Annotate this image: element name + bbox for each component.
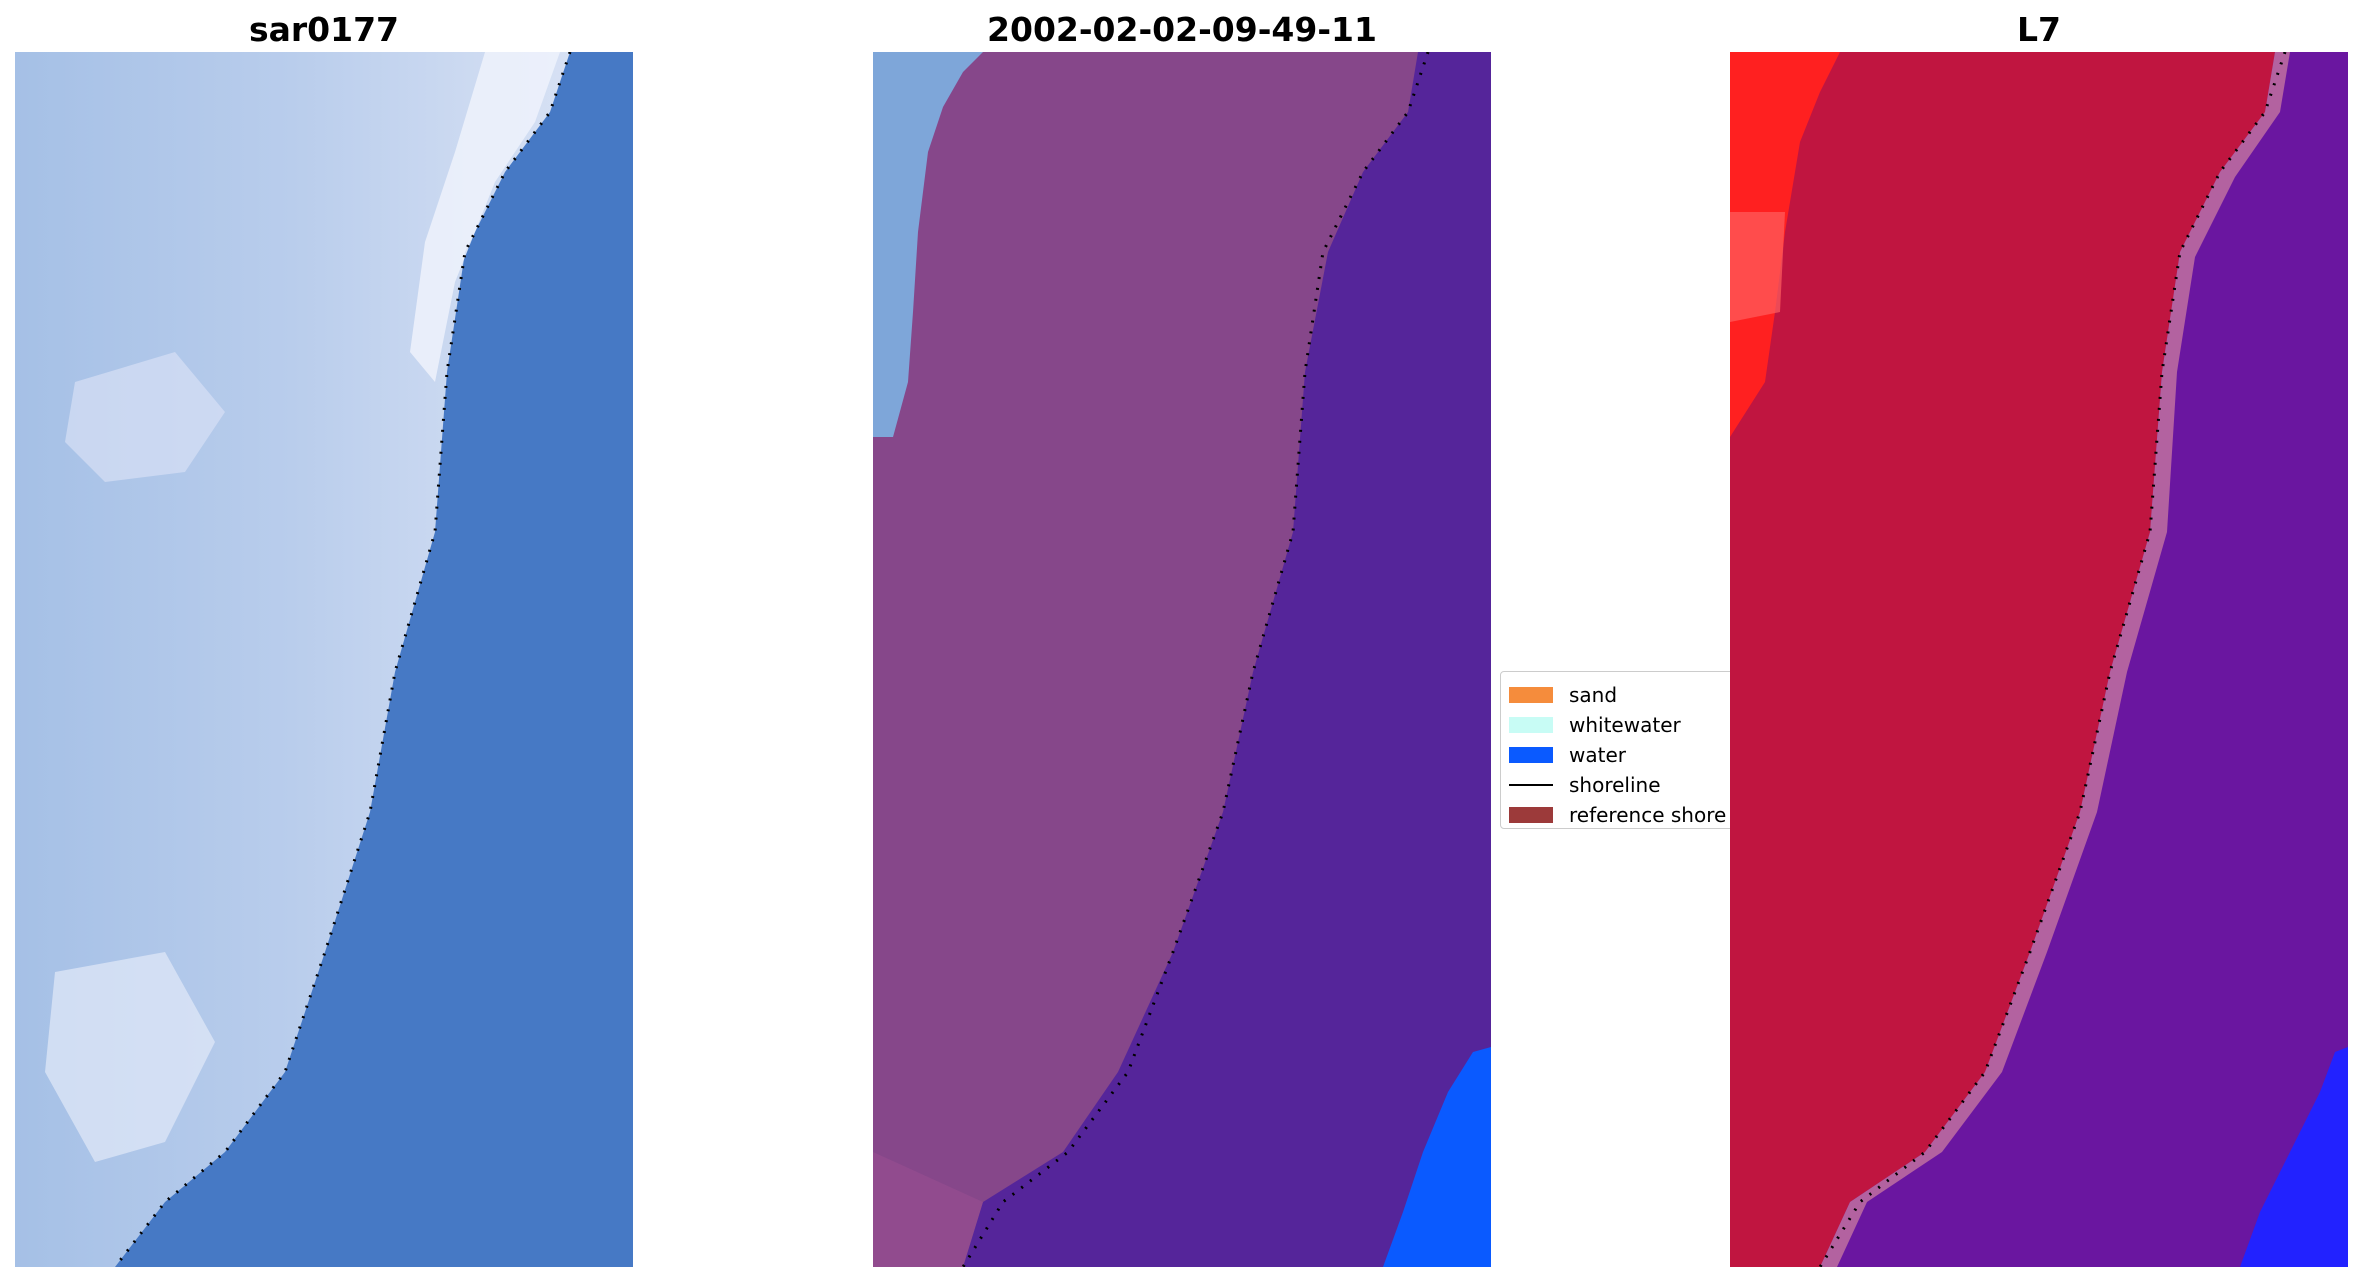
water-corner	[2240, 1047, 2348, 1267]
legend-label: sand	[1569, 683, 1618, 707]
legend-item-whitewater: whitewater	[1509, 710, 1739, 740]
legend-item-reference-shore: reference shore	[1509, 800, 1739, 830]
classified-image	[873, 52, 1491, 1267]
panel-title-rgb: sar0177	[248, 10, 400, 49]
bright-patch	[65, 352, 225, 482]
whitewater-class	[873, 52, 983, 437]
rgb-panel: sar0177	[15, 0, 633, 1283]
legend-label: water	[1569, 743, 1626, 767]
legend-swatch-shoreline	[1509, 784, 1553, 786]
legend-label: whitewater	[1569, 713, 1681, 737]
land-class	[873, 52, 1418, 1267]
legend-item-water: water	[1509, 740, 1739, 770]
legend-swatch-sand	[1509, 687, 1553, 703]
bright-area	[1730, 212, 1785, 322]
panel-title-classified: 2002-02-02-09-49-11	[987, 10, 1377, 49]
panel-title-l7: L7	[2017, 10, 2061, 49]
legend-swatch-water	[1509, 747, 1553, 763]
legend-swatch-reference-shore	[1509, 807, 1553, 823]
l7-panel: L7	[1730, 0, 2348, 1283]
legend: sand whitewater water shoreline referenc…	[1500, 671, 1740, 829]
land-class-edge	[873, 1152, 983, 1267]
water-class-corner	[1383, 1047, 1491, 1267]
whitewater-band	[410, 52, 560, 382]
legend-item-sand: sand	[1509, 680, 1739, 710]
classified-panel: 2002-02-02-09-49-11	[873, 0, 1491, 1283]
shore-band	[1820, 52, 2290, 1267]
l7-image	[1730, 52, 2348, 1267]
land-area	[1730, 52, 2275, 1267]
legend-swatch-whitewater	[1509, 717, 1553, 733]
bright-patch	[45, 952, 215, 1162]
legend-label: reference shore	[1569, 803, 1727, 827]
legend-label: shoreline	[1569, 773, 1661, 797]
rgb-image	[15, 52, 633, 1267]
bright-area	[1730, 52, 1840, 437]
legend-item-shoreline: shoreline	[1509, 770, 1739, 800]
